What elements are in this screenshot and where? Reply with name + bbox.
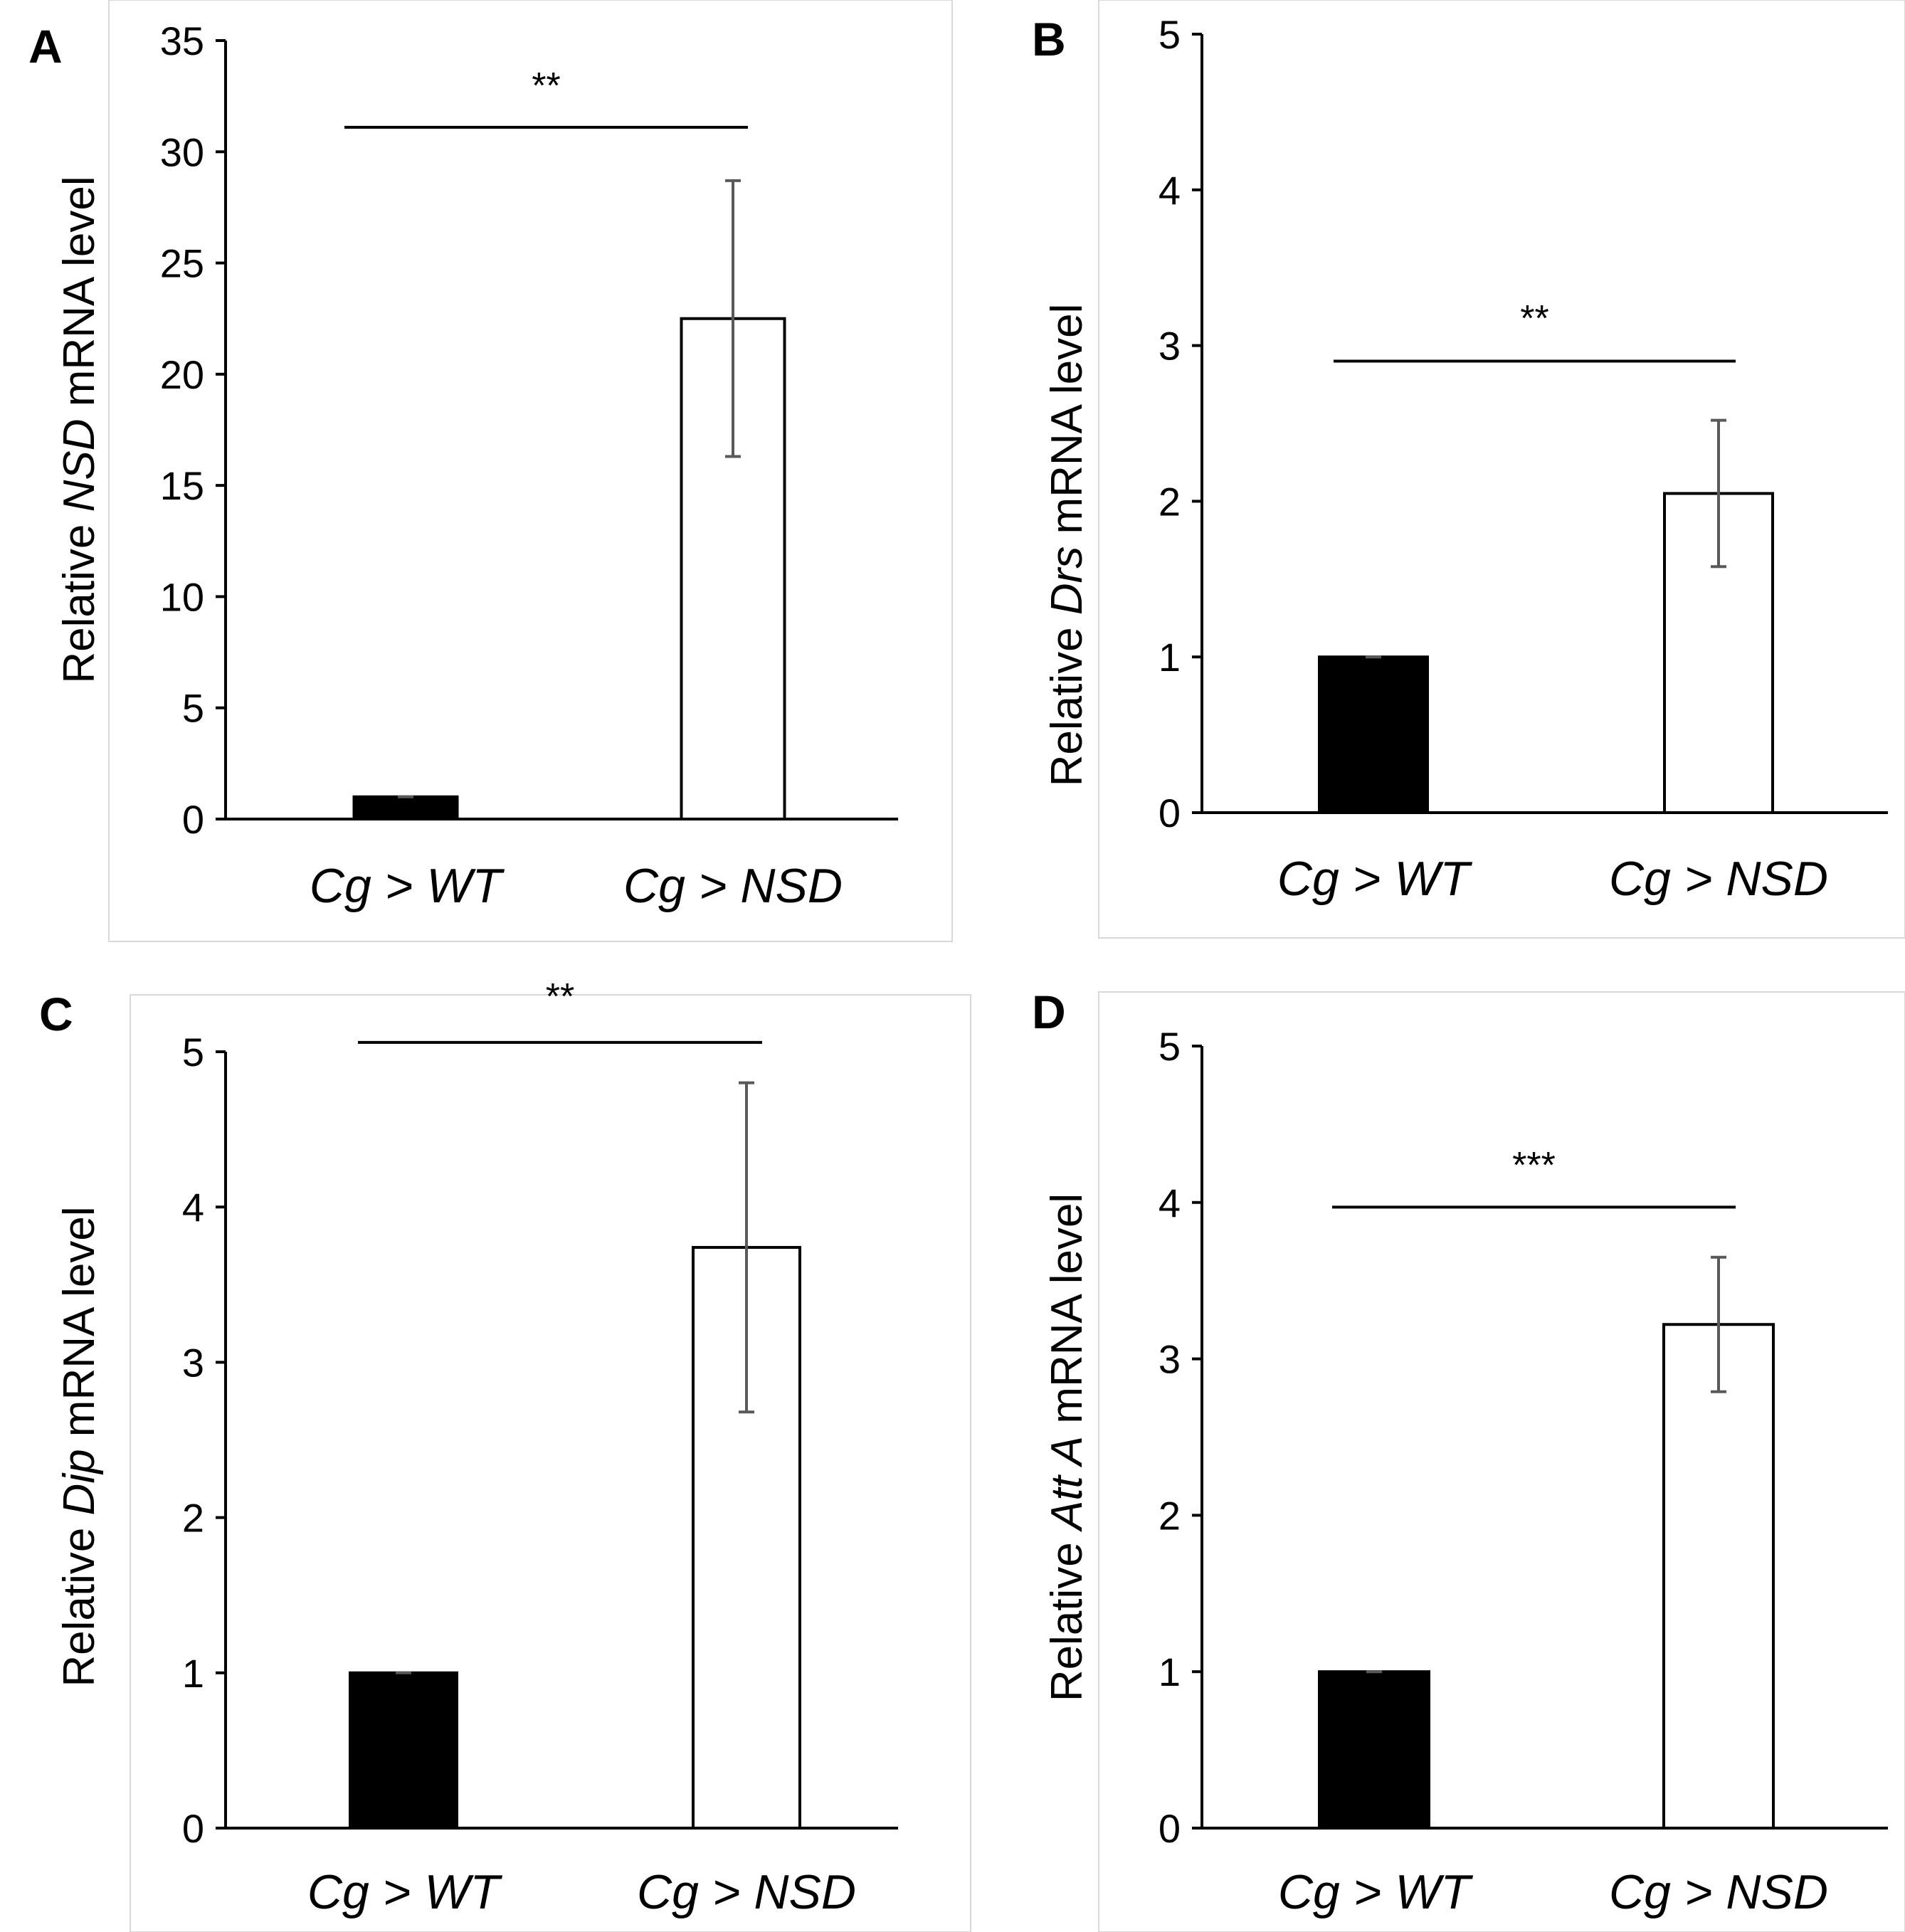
bar-wt — [1318, 1670, 1430, 1830]
panel-c: C 0 1 2 3 4 5 Relative Dip mRNA level Cg > WT Cg … — [39, 976, 971, 1932]
x-category-label: Cg > WT — [1277, 852, 1473, 906]
y-tick-label: 1 — [1159, 635, 1181, 680]
panel-frame — [1098, 991, 1905, 1932]
x-category-label: Cg > WT — [310, 859, 505, 913]
y-tick-label: 2 — [1159, 1493, 1181, 1538]
y-tick-label: 3 — [182, 1340, 204, 1385]
y-axis-label: Relative NSD mRNA level — [55, 176, 104, 683]
y-tick-label: 35 — [160, 19, 204, 63]
y-tick-label: 2 — [182, 1496, 204, 1541]
y-axis-label-part: Relative — [55, 512, 104, 683]
y-tick-label: 0 — [1159, 791, 1181, 835]
y-tick-label: 5 — [182, 686, 204, 731]
panel-frame — [108, 0, 953, 942]
y-axis-label-part: mRNA level — [55, 1206, 104, 1449]
bar-nsd — [1662, 1323, 1775, 1830]
y-axis-label-part: NSD — [55, 418, 104, 512]
y-tick-label: 4 — [1159, 168, 1181, 213]
x-category-label: Cg > NSD — [637, 1865, 856, 1919]
panel-frame — [130, 994, 971, 1932]
y-tick-label: 0 — [1159, 1806, 1181, 1851]
y-tick-label: 3 — [1159, 324, 1181, 369]
y-axis-label: Relative Dip mRNA level — [55, 1206, 104, 1686]
y-tick-label: 3 — [1159, 1337, 1181, 1382]
y-tick-label: 4 — [1159, 1181, 1181, 1225]
panel-a: A 0 5 10 15 20 25 30 35 Relative NSD mRNA level Cg… — [28, 0, 953, 942]
error-bar — [725, 179, 741, 458]
x-category-label: Cg > WT — [1278, 1865, 1474, 1919]
y-tick-label: 20 — [160, 352, 204, 397]
y-axis-label-part: Att A — [1043, 1436, 1092, 1533]
y-axis-label-part: Drs — [1043, 547, 1092, 615]
panel-d: D 0 1 2 3 4 5 Relative Att A mRNA level Cg > WT C… — [1032, 986, 1905, 1932]
y-tick-label: 15 — [160, 463, 204, 508]
y-axis-label-part: Dip — [55, 1449, 104, 1515]
significance-label: ** — [546, 976, 574, 1018]
y-axis-label-part: Relative — [55, 1515, 104, 1686]
significance-label: ** — [1520, 298, 1548, 339]
panel-frame — [1098, 0, 1905, 939]
error-bar — [1711, 1255, 1726, 1393]
significance-label: ** — [532, 65, 560, 107]
y-tick-label: 2 — [1159, 479, 1181, 524]
x-category-label: Cg > NSD — [1609, 1865, 1828, 1919]
y-tick-label: 1 — [1159, 1649, 1181, 1694]
panel-letter: A — [28, 20, 63, 73]
y-tick-label: 5 — [182, 1030, 204, 1075]
error-bar — [739, 1081, 754, 1414]
x-category-label: Cg > NSD — [1609, 852, 1828, 906]
panel-b: B 0 1 2 3 4 5 Relative Drs mRNA level Cg > WT Cg … — [1032, 0, 1905, 939]
y-tick-label: 0 — [182, 797, 204, 842]
significance-label: *** — [1512, 1145, 1556, 1186]
y-tick-label: 0 — [182, 1806, 204, 1851]
y-axis-label: Relative Att A mRNA level — [1043, 1193, 1092, 1701]
y-axis-label: Relative Drs mRNA level — [1043, 304, 1092, 787]
bar-wt — [1318, 655, 1429, 815]
y-tick-label: 1 — [182, 1651, 204, 1696]
y-axis-label-part: Relative — [1043, 1530, 1092, 1701]
panel-letter: B — [1032, 13, 1066, 65]
x-category-label: Cg > WT — [307, 1865, 503, 1919]
y-tick-label: 5 — [1159, 1024, 1181, 1069]
y-tick-label: 10 — [160, 574, 204, 619]
y-axis-label-part: mRNA level — [1043, 304, 1092, 547]
y-tick-label: 5 — [1159, 12, 1181, 57]
y-tick-label: 4 — [182, 1185, 204, 1230]
bar-wt — [352, 795, 459, 820]
panel-letter: D — [1032, 986, 1066, 1038]
error-bar — [1711, 418, 1726, 569]
y-axis-label-part: Relative — [1043, 615, 1092, 786]
y-axis-label-part: mRNA level — [55, 176, 104, 418]
y-tick-label: 25 — [160, 241, 204, 286]
y-tick-label: 30 — [160, 130, 204, 174]
x-category-label: Cg > NSD — [623, 859, 843, 913]
bar-wt — [349, 1671, 458, 1830]
y-axis-label-part: mRNA level — [1043, 1193, 1092, 1436]
panel-letter: C — [39, 988, 73, 1040]
